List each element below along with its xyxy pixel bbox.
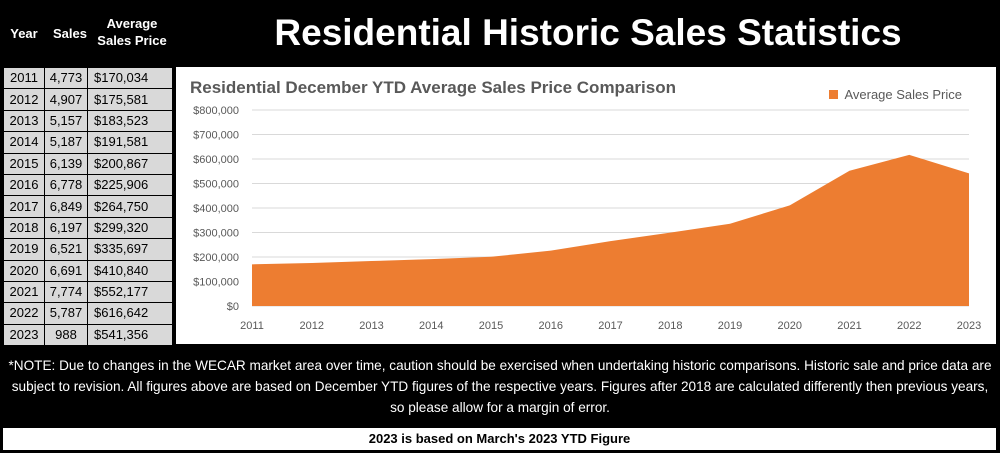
sales-cell: 5,157 bbox=[44, 109, 88, 133]
table-row: 2017 6,849 $264,750 bbox=[3, 195, 173, 218]
price-cell: $410,840 bbox=[87, 259, 173, 282]
disclaimer-note: *NOTE: Due to changes in the WECAR marke… bbox=[8, 358, 992, 415]
x-tick-label: 2021 bbox=[837, 320, 861, 332]
legend-swatch bbox=[829, 90, 839, 99]
year-cell: 2019 bbox=[3, 238, 45, 261]
x-tick-label: 2020 bbox=[778, 320, 802, 332]
year-cell: 2016 bbox=[3, 173, 45, 197]
price-cell: $175,581 bbox=[87, 88, 173, 111]
table-row: 2015 6,139 $200,867 bbox=[3, 152, 173, 175]
x-tick-label: 2016 bbox=[539, 320, 563, 332]
y-tick-label: $800,000 bbox=[193, 105, 239, 117]
year-cell: 2012 bbox=[3, 88, 45, 111]
x-tick-label: 2013 bbox=[359, 320, 383, 332]
table-row: 2020 6,691 $410,840 bbox=[3, 259, 173, 282]
y-tick-label: $100,000 bbox=[193, 277, 239, 289]
table-row: 2022 5,787 $616,642 bbox=[3, 302, 173, 325]
price-cell: $552,177 bbox=[87, 280, 173, 304]
sales-cell: 6,849 bbox=[44, 195, 88, 218]
x-tick-label: 2019 bbox=[718, 320, 742, 332]
table-row: 2023 988 $541,356 bbox=[3, 323, 173, 347]
year-cell: 2022 bbox=[3, 302, 45, 325]
sales-cell: 6,197 bbox=[44, 216, 88, 240]
year-cell: 2014 bbox=[3, 131, 45, 154]
y-tick-label: $0 bbox=[227, 301, 239, 313]
sales-statistics-table: 2011 4,773 $170,034 2012 4,907 $175,581 2013 5,… bbox=[3, 66, 173, 347]
sales-cell: 7,774 bbox=[44, 280, 88, 304]
table-row: 2013 5,157 $183,523 bbox=[3, 109, 173, 133]
sales-cell: 6,778 bbox=[44, 173, 88, 197]
column-header-year: Year bbox=[10, 26, 38, 41]
column-header-average-sales-price: Average Sales Price bbox=[97, 16, 167, 48]
year-cell: 2017 bbox=[3, 195, 45, 218]
year-cell: 2011 bbox=[3, 66, 45, 90]
year-cell: 2021 bbox=[3, 280, 45, 304]
area-chart: $0 $100,000 $200,000 $300,000 $400,000 $500,0… bbox=[193, 105, 981, 332]
x-tick-label: 2014 bbox=[419, 320, 443, 332]
sales-cell: 6,139 bbox=[44, 152, 88, 175]
table-row: 2018 6,197 $299,320 bbox=[3, 216, 173, 240]
sales-cell: 6,691 bbox=[44, 259, 88, 282]
price-cell: $191,581 bbox=[87, 131, 173, 154]
x-tick-label: 2023 bbox=[957, 320, 981, 332]
x-tick-label: 2018 bbox=[658, 320, 682, 332]
y-tick-label: $700,000 bbox=[193, 130, 239, 142]
chart-legend: Average Sales Price bbox=[829, 87, 962, 102]
sales-cell: 4,907 bbox=[44, 88, 88, 111]
y-tick-label: $600,000 bbox=[193, 154, 239, 166]
table-row: 2016 6,778 $225,906 bbox=[3, 173, 173, 197]
price-cell: $170,034 bbox=[87, 66, 173, 90]
sales-cell: 4,773 bbox=[44, 66, 88, 90]
year-cell: 2020 bbox=[3, 259, 45, 282]
year-cell: 2015 bbox=[3, 152, 45, 175]
footer-note: 2023 is based on March's 2023 YTD Figure bbox=[3, 428, 996, 450]
x-tick-label: 2015 bbox=[479, 320, 503, 332]
sales-cell: 5,787 bbox=[44, 302, 88, 325]
table-row: 2011 4,773 $170,034 bbox=[3, 66, 173, 90]
price-cell: $335,697 bbox=[87, 238, 173, 261]
price-cell: $541,356 bbox=[87, 323, 173, 347]
header-bar: Year Sales Average Sales Price Residenti… bbox=[0, 0, 1000, 66]
y-tick-label: $200,000 bbox=[193, 252, 239, 264]
table-row: 2019 6,521 $335,697 bbox=[3, 238, 173, 261]
x-tick-label: 2012 bbox=[300, 320, 324, 332]
chart-panel: Residential December YTD Average Sales P… bbox=[176, 67, 996, 344]
y-tick-label: $500,000 bbox=[193, 179, 239, 191]
chart-title: Residential December YTD Average Sales P… bbox=[190, 78, 676, 97]
page-title: Residential Historic Sales Statistics bbox=[274, 12, 902, 53]
sales-cell: 6,521 bbox=[44, 238, 88, 261]
area-series bbox=[252, 154, 969, 306]
x-tick-label: 2022 bbox=[897, 320, 921, 332]
price-cell: $225,906 bbox=[87, 173, 173, 197]
price-cell: $183,523 bbox=[87, 109, 173, 133]
y-tick-label: $300,000 bbox=[193, 228, 239, 240]
year-cell: 2018 bbox=[3, 216, 45, 240]
price-cell: $299,320 bbox=[87, 216, 173, 240]
y-tick-label: $400,000 bbox=[193, 203, 239, 215]
legend-label: Average Sales Price bbox=[844, 87, 962, 102]
table-row: 2012 4,907 $175,581 bbox=[3, 88, 173, 111]
price-cell: $616,642 bbox=[87, 302, 173, 325]
table-row: 2014 5,187 $191,581 bbox=[3, 131, 173, 154]
year-cell: 2023 bbox=[3, 323, 45, 347]
column-header-sales: Sales bbox=[53, 26, 87, 41]
table-row: 2021 7,774 $552,177 bbox=[3, 280, 173, 304]
x-tick-label: 2011 bbox=[240, 320, 264, 332]
price-cell: $200,867 bbox=[87, 152, 173, 175]
sales-cell: 988 bbox=[44, 323, 88, 347]
price-cell: $264,750 bbox=[87, 195, 173, 218]
sales-cell: 5,187 bbox=[44, 131, 88, 154]
year-cell: 2013 bbox=[3, 109, 45, 133]
x-tick-label: 2017 bbox=[598, 320, 622, 332]
